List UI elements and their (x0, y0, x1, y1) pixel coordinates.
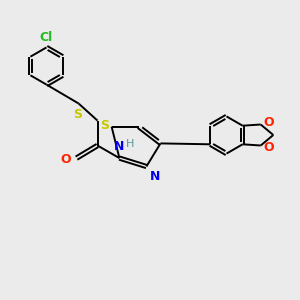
Text: Cl: Cl (40, 31, 53, 44)
Text: H: H (126, 139, 134, 149)
Text: N: N (114, 140, 124, 153)
Text: S: S (74, 108, 82, 121)
Text: O: O (61, 153, 71, 166)
Text: O: O (264, 116, 274, 129)
Text: O: O (264, 141, 274, 154)
Text: N: N (150, 170, 160, 183)
Text: S: S (100, 118, 109, 132)
